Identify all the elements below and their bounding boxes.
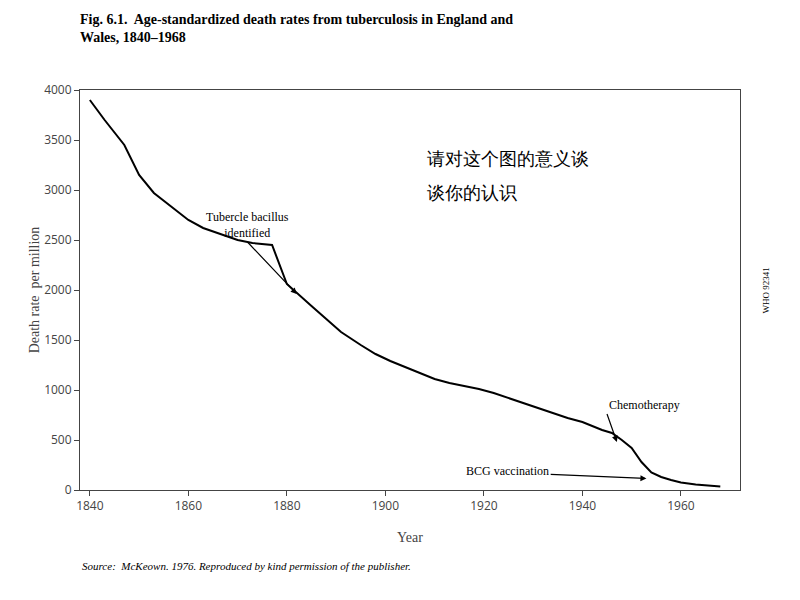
svg-text:4000: 4000 bbox=[44, 81, 72, 98]
svg-text:3500: 3500 bbox=[44, 131, 72, 148]
svg-text:2000: 2000 bbox=[44, 281, 72, 298]
svg-text:谈你的认识: 谈你的认识 bbox=[427, 182, 517, 203]
svg-text:1920: 1920 bbox=[470, 497, 498, 514]
svg-text:0: 0 bbox=[65, 481, 72, 498]
svg-text:1840: 1840 bbox=[76, 497, 104, 514]
svg-text:Fig. 6.1. Age-standardized de: Fig. 6.1. Age-standardized death rates f… bbox=[80, 12, 513, 45]
svg-text:Source: McKeown. 1976. Reprod: Source: McKeown. 1976. Reproduced by kin… bbox=[82, 560, 411, 572]
svg-text:2500: 2500 bbox=[44, 231, 72, 248]
svg-text:1940: 1940 bbox=[569, 497, 597, 514]
svg-text:1960: 1960 bbox=[667, 497, 695, 514]
svg-text:1900: 1900 bbox=[372, 497, 400, 514]
svg-text:请对这个图的意义谈: 请对这个图的意义谈 bbox=[427, 148, 589, 169]
svg-text:BCG vaccination: BCG vaccination bbox=[466, 464, 549, 478]
svg-text:Chemotherapy: Chemotherapy bbox=[609, 398, 680, 412]
svg-text:1000: 1000 bbox=[44, 381, 72, 398]
svg-text:Tubercle bacillusidentified: Tubercle bacillusidentified bbox=[206, 210, 289, 240]
svg-text:3000: 3000 bbox=[44, 181, 72, 198]
svg-text:Year: Year bbox=[397, 530, 423, 545]
svg-text:Death rate per million: Death rate per million bbox=[27, 227, 42, 354]
svg-text:1880: 1880 bbox=[273, 497, 301, 514]
svg-text:WHO 92341: WHO 92341 bbox=[761, 267, 771, 313]
svg-text:500: 500 bbox=[51, 431, 72, 448]
svg-text:1860: 1860 bbox=[175, 497, 203, 514]
svg-text:1500: 1500 bbox=[44, 331, 72, 348]
